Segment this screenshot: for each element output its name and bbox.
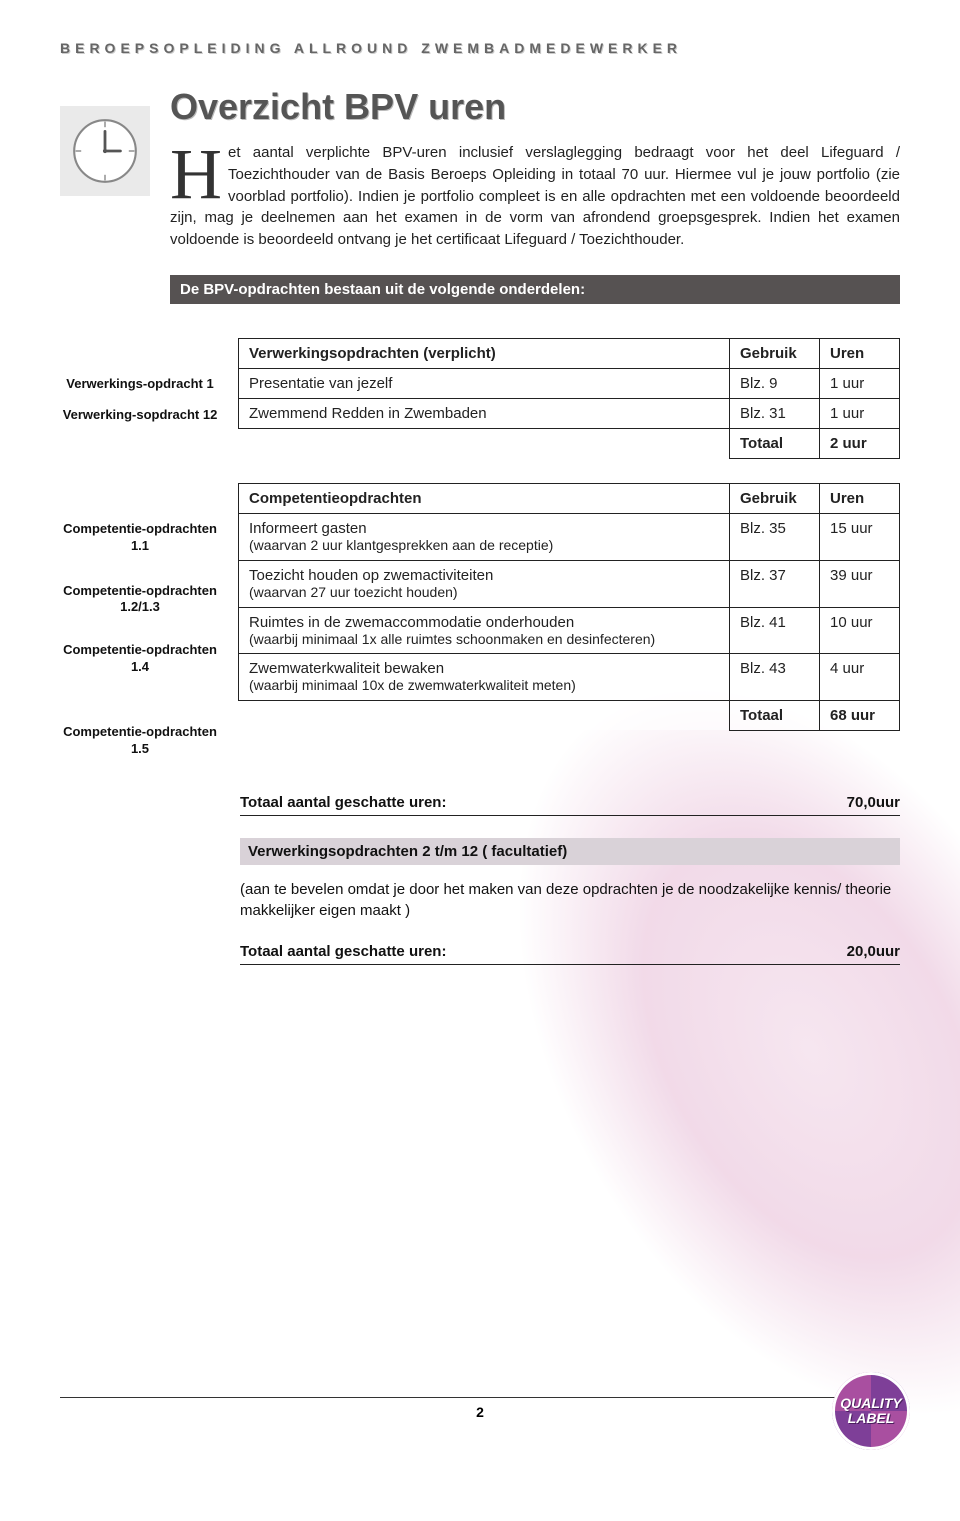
total-value: 70,0uur <box>847 794 900 811</box>
th-uren: Uren <box>820 338 900 368</box>
subheading-bar: De BPV-opdrachten bestaan uit de volgend… <box>170 275 900 304</box>
cell-gebruik: Blz. 41 <box>730 607 820 653</box>
table-verwerking: Verwerkingsopdrachten (verplicht) Gebrui… <box>238 338 900 459</box>
cell-desc: Informeert gasten (waarvan 2 uur klantge… <box>239 513 730 560</box>
cell-desc: Presentatie van jezelf <box>239 368 730 398</box>
cell-gebruik: Blz. 37 <box>730 560 820 607</box>
page-header: BEROEPSOPLEIDING ALLROUND ZWEMBADMEDEWER… <box>60 40 900 56</box>
cell-desc: Ruimtes in de zwemaccommodatie onderhoud… <box>239 607 730 653</box>
facultatief-note: (aan te bevelen omdat je door het maken … <box>240 879 900 921</box>
table-row: Toezicht houden op zwemactiviteiten (waa… <box>239 560 900 607</box>
footer: 2 <box>60 1397 900 1420</box>
intro-paragraph: H et aantal verplichte BPV-uren inclusie… <box>170 142 900 251</box>
cell-gebruik: Blz. 43 <box>730 653 820 700</box>
side-label-comp-1-4: Competentie-opdrachten 1.4 <box>60 638 220 680</box>
th-gebruik: Gebruik <box>730 483 820 513</box>
side-label-verwerking-12: Verwerking-sopdracht 12 <box>60 403 220 428</box>
side-label-verwerking-1: Verwerkings-opdracht 1 <box>60 372 220 397</box>
total-label: Totaal aantal geschatte uren: <box>240 943 446 960</box>
cell-gebruik: Blz. 31 <box>730 398 820 428</box>
clock-icon <box>60 106 150 196</box>
table-total-row: Totaal 68 uur <box>239 700 900 730</box>
th-gebruik: Gebruik <box>730 338 820 368</box>
cell-desc: Toezicht houden op zwemactiviteiten (waa… <box>239 560 730 607</box>
cell-uren: 10 uur <box>820 607 900 653</box>
table-row: Presentatie van jezelf Blz. 9 1 uur <box>239 368 900 398</box>
side-label-comp-1-5: Competentie-opdrachten 1.5 <box>60 720 220 762</box>
side-label-comp-1-1: Competentie-opdrachten 1.1 <box>60 517 220 559</box>
table-row: Zwemmend Redden in Zwembaden Blz. 31 1 u… <box>239 398 900 428</box>
quality-label-badge: QUALITY LABEL <box>832 1372 910 1450</box>
cell-uren: 15 uur <box>820 513 900 560</box>
cell-total-label: Totaal <box>730 700 820 730</box>
page-title: Overzicht BPV uren <box>170 86 900 128</box>
table-row: Ruimtes in de zwemaccommodatie onderhoud… <box>239 607 900 653</box>
cell-desc: Zwemmend Redden in Zwembaden <box>239 398 730 428</box>
side-label-comp-1-2-3: Competentie-opdrachten 1.2/1.3 <box>60 579 220 621</box>
cell-uren: 1 uur <box>820 368 900 398</box>
table-row: Informeert gasten (waarvan 2 uur klantge… <box>239 513 900 560</box>
cell-total-value: 2 uur <box>820 428 900 458</box>
cell-uren: 39 uur <box>820 560 900 607</box>
cell-uren: 1 uur <box>820 398 900 428</box>
table-competentie: Competentieopdrachten Gebruik Uren Infor… <box>238 483 900 731</box>
cell-desc: Zwemwaterkwaliteit bewaken (waarbij mini… <box>239 653 730 700</box>
table-total-row: Totaal 2 uur <box>239 428 900 458</box>
th-uren: Uren <box>820 483 900 513</box>
cell-uren: 4 uur <box>820 653 900 700</box>
total-label: Totaal aantal geschatte uren: <box>240 794 446 811</box>
th-desc: Competentieopdrachten <box>239 483 730 513</box>
page-number: 2 <box>476 1404 484 1420</box>
facultatief-bar: Verwerkingsopdrachten 2 t/m 12 ( faculta… <box>240 838 900 865</box>
th-desc: Verwerkingsopdrachten (verplicht) <box>239 338 730 368</box>
cell-gebruik: Blz. 35 <box>730 513 820 560</box>
cell-total-label: Totaal <box>730 428 820 458</box>
dropcap: H <box>170 146 222 202</box>
cell-gebruik: Blz. 9 <box>730 368 820 398</box>
intro-text: et aantal verplichte BPV-uren inclusief … <box>170 142 900 251</box>
cell-total-value: 68 uur <box>820 700 900 730</box>
total-row-1: Totaal aantal geschatte uren: 70,0uur <box>240 792 900 816</box>
total-value: 20,0uur <box>847 943 900 960</box>
table-row: Zwemwaterkwaliteit bewaken (waarbij mini… <box>239 653 900 700</box>
total-row-2: Totaal aantal geschatte uren: 20,0uur <box>240 941 900 965</box>
